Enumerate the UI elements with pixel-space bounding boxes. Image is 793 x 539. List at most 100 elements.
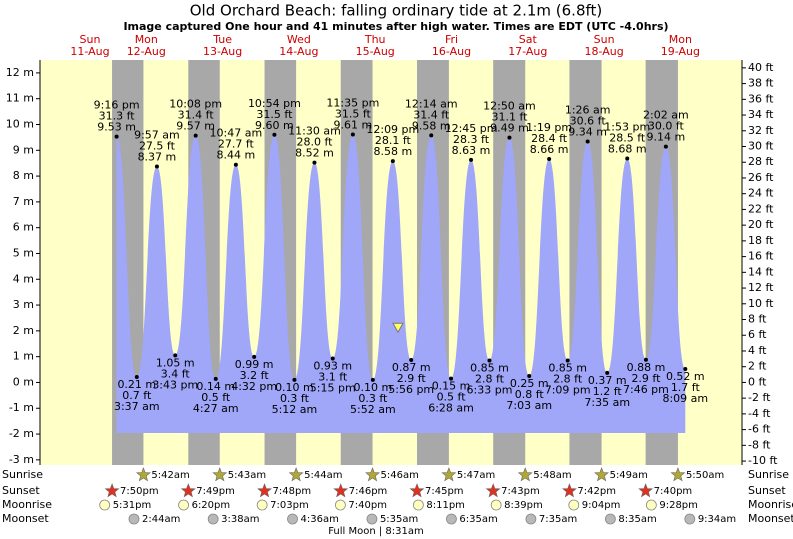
tide-feet: 3.2 ft [240,369,270,382]
day-name: Fri [445,33,458,46]
sunset-time: 7:48pm [273,486,312,497]
y2-tick-label: 36 ft [748,92,774,105]
moon-icon [412,499,424,511]
tide-feet: 27.5 ft [139,140,176,153]
tide-time: 1:26 am [565,104,611,117]
tide-point [272,132,277,137]
tide-point [585,139,590,144]
tide-meters: 0.15 m [432,380,471,393]
y2-tick-label: -6 ft [748,423,771,436]
tide-meters: 9.34 m [568,126,607,139]
sunrise-time: 5:43am [228,470,266,481]
day-date: 17-Aug [508,45,547,58]
sunset-time: 7:40pm [654,486,693,497]
sun-icon [561,483,577,498]
tide-time: 10:08 pm [169,98,222,111]
tide-time: 6:28 am [428,402,474,415]
tide-feet: 2.9 ft [631,372,661,385]
moonset-time: 5:35am [380,514,418,525]
y2-tick-label: -10 ft [748,454,778,467]
tide-meters: 9.58 m [412,119,451,132]
sunset-time: 7:43pm [501,486,540,497]
moon-icon [525,513,537,525]
tide-meters: 9.49 m [490,122,529,135]
tide-meters: 9.53 m [97,121,136,134]
day-date: 15-Aug [356,45,395,58]
day-name: Sun [594,33,615,46]
chart-subtitle: Image captured One hour and 41 minutes a… [123,20,668,33]
y-tick-label: 2 m [13,324,34,337]
tide-point [390,159,395,164]
y2-tick-label: 20 ft [748,218,774,231]
sunrise-time: 5:50am [686,470,724,481]
row-label: Moonrise [748,498,793,511]
sunrise-time: 5:46am [381,470,419,481]
tide-point [134,375,139,380]
moon-icon [178,499,189,511]
day-date: 14-Aug [279,45,318,58]
moon-icon [287,513,298,525]
sun-icon [594,467,610,482]
sunrise-time: 5:44am [304,470,342,481]
chart-title: Old Orchard Beach: falling ordinary tide… [190,2,603,20]
moonrise-time: 7:03pm [270,500,309,511]
y2-tick-label: 32 ft [748,124,774,137]
tide-meters: 8.44 m [217,149,256,162]
tide-point [114,134,119,139]
tide-time: 7:03 am [506,399,552,412]
moon-icon [128,513,140,525]
tide-meters: 0.93 m [313,359,352,372]
tide-point [252,354,257,359]
y-tick-label: 12 m [6,66,34,79]
moon-icon [207,513,219,525]
day-date: 12-Aug [127,45,166,58]
tide-time: 10:47 am [210,127,263,140]
current-tide-marker [392,322,404,334]
y-tick-label: 4 m [13,272,34,285]
day-date: 13-Aug [203,45,242,58]
tide-meters: 0.10 m [275,381,314,394]
sunrise-time: 5:42am [151,470,189,481]
y-tick-label: 10 m [6,117,34,130]
tide-feet: 31.4 ft [178,109,215,122]
tide-feet: 1.7 ft [671,381,701,394]
tide-feet: 3.4 ft [161,367,191,380]
day-name: Thu [364,33,386,46]
row-label: Moonrise [2,498,52,511]
tide-point [173,353,178,358]
moon-icon [568,499,580,511]
y-tick-label: 6 m [13,221,34,234]
tide-feet: 28.5 ft [609,132,646,145]
tide-feet: 0.8 ft [515,388,545,401]
moonset-time: 8:35am [618,514,656,525]
sunset-time: 7:42pm [577,486,616,497]
tide-feet: 28.0 ft [296,136,333,149]
row-label: Sunset [748,484,786,497]
tide-point [312,160,317,165]
y-tick-label: 7 m [13,195,34,208]
moon-icon [684,513,696,525]
tide-time: 5:52 am [350,403,396,416]
moonset-time: 9:34am [698,514,736,525]
day-date: 19-Aug [661,45,700,58]
tide-time: 9:16 pm [94,99,140,112]
y2-tick-label: 40 ft [748,61,774,74]
tide-point [370,377,375,382]
tide-meters: 0.25 m [510,377,549,390]
tide-meters: 8.63 m [452,144,491,157]
tide-meters: 1.05 m [156,356,195,369]
moonset-time: 7:35am [539,514,577,525]
sun-icon [212,467,228,482]
y-tick-label: 8 m [13,169,34,182]
tide-feet: 3.1 ft [318,370,348,383]
tide-time: 4:27 am [193,402,239,415]
moonrise-time: 7:40pm [348,500,387,511]
moonrise-time: 5:31pm [113,500,152,511]
tide-feet: 30.6 ft [570,115,607,128]
tide-meters: 0.21 m [117,378,156,391]
tide-feet: 0.5 ft [437,391,467,404]
tide-time: 3:37 am [114,400,160,413]
sunrise-time: 5:49am [610,470,648,481]
y2-tick-label: -2 ft [748,391,771,404]
y-tick-label: 11 m [6,92,34,105]
